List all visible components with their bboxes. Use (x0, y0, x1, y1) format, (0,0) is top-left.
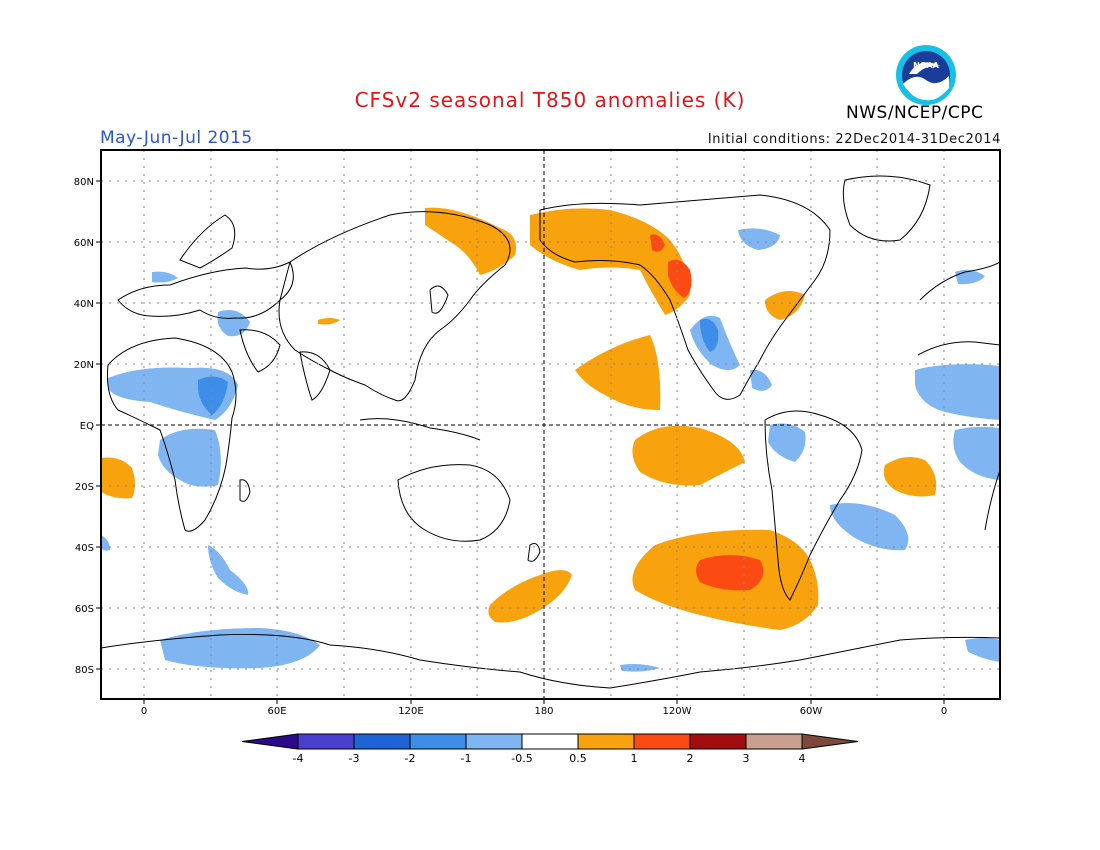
graticule (101, 150, 1000, 699)
cold-region-caribbean (750, 369, 772, 391)
lon-label: 60W (800, 706, 823, 717)
lat-label: 20S (75, 482, 94, 493)
coastline-africa-wrap (917, 341, 1000, 531)
colorbar-label: -4 (293, 752, 304, 765)
lat-label: 60S (75, 604, 94, 615)
warm-region-east-atlantic (101, 457, 135, 499)
colorbar-cell (409, 733, 467, 750)
coastline-greenland (842, 175, 931, 242)
chart-title: CFSv2 seasonal T850 anomalies (K) (354, 88, 746, 112)
cold-region-central-africa (158, 428, 221, 487)
cold-region-amazon (768, 423, 806, 462)
coastline-antarctica (101, 633, 1000, 689)
lon-label: 180 (534, 706, 553, 717)
moderate-cold-east-africa (198, 376, 228, 415)
lat-label: 40N (74, 299, 94, 310)
cold-region-caspian (152, 271, 178, 283)
colorbar-label: -2 (405, 752, 416, 765)
cold-region-south-atlantic-west (830, 502, 909, 551)
lon-label: 120E (398, 706, 423, 717)
colorbar-arrow-high (801, 733, 859, 750)
colorbar-cell (465, 733, 523, 750)
coastline-south-america (764, 410, 863, 601)
coastline-arabia (239, 329, 281, 373)
coastline-australia (397, 464, 511, 542)
colorbar-cell (521, 733, 579, 750)
lon-label: 0 (941, 706, 947, 717)
warm-anomaly-regions (101, 207, 937, 630)
moderate-cold-mexico (700, 318, 719, 352)
cold-region-west-edge (101, 535, 110, 551)
lat-label: 60N (74, 238, 94, 249)
latitude-axis: 80N 60N 40N 20N EQ 20S 40S 60S 80S (74, 177, 101, 676)
warm-region-central-pacific-north (575, 335, 661, 410)
strong-warm-nw-america (668, 259, 692, 298)
cold-region-west-africa-wrap (953, 426, 1000, 480)
colorbar-label: 3 (743, 752, 750, 765)
colorbar-label: -1 (461, 752, 472, 765)
strong-warm-anomaly-regions (650, 234, 764, 591)
strong-warm-south-pacific (696, 555, 764, 591)
colorbar-cell (353, 733, 411, 750)
cold-region-antarctica-east (160, 628, 320, 669)
cold-region-indian-ocean (208, 545, 249, 595)
warm-region-tasman (488, 570, 572, 623)
lon-label: 120W (663, 706, 692, 717)
colorbar-label: 0.5 (569, 752, 587, 765)
noaa-logo-icon: NOAA (895, 44, 957, 106)
lat-label: EQ (80, 421, 94, 432)
longitude-axis: 0 60E 120E 180 120W 60W 0 (141, 699, 947, 717)
warm-region-north-pacific (425, 207, 516, 275)
cold-region-canada-east (738, 228, 780, 250)
lat-label: 80S (75, 665, 94, 676)
initial-conditions-label: Initial conditions: 22Dec2014-31Dec2014 (707, 132, 1001, 147)
coastlines (101, 175, 1000, 689)
colorbar-label: 4 (799, 752, 806, 765)
colorbar-cell (689, 733, 747, 750)
coastline-madagascar (239, 479, 251, 502)
colorbar-label: 2 (687, 752, 694, 765)
colorbar-cell (745, 733, 803, 750)
coastline-india (299, 351, 331, 401)
colorbar-arrow-low (241, 733, 299, 750)
colorbar-label: -3 (349, 752, 360, 765)
colorbar-cell (577, 733, 635, 750)
coastline-asia (278, 211, 511, 402)
lon-label: 60E (267, 706, 286, 717)
warm-region-small-1 (318, 318, 340, 325)
lat-label: 20N (74, 360, 94, 371)
coastline-north-america (539, 194, 831, 400)
colorbar-label: -0.5 (511, 752, 532, 765)
warm-region-south-atlantic (883, 456, 937, 497)
moderate-cold-anomaly-regions (198, 318, 719, 415)
colorbar-label: 1 (631, 752, 638, 765)
lon-label: 0 (141, 706, 147, 717)
coastline-africa (107, 337, 237, 532)
coastline-japan (429, 285, 449, 314)
map-content (101, 150, 1000, 699)
cold-region-antarctica-small (620, 664, 660, 672)
coastline-new-zealand (527, 543, 541, 562)
season-label: May-Jun-Jul 2015 (100, 128, 253, 148)
reference-lines (101, 150, 1000, 699)
colorbar-cell (633, 733, 691, 750)
colorbar: -4 -3 -2 -1 -0.5 0.5 1 2 3 4 (241, 733, 859, 765)
warm-region-us-east (765, 291, 805, 320)
strong-warm-alaska (650, 234, 665, 252)
lat-label: 40S (75, 543, 94, 554)
coastline-scandinavia (179, 214, 236, 269)
lat-label: 80N (74, 177, 94, 188)
cold-region-antarctica-wrap (965, 638, 1000, 662)
colorbar-cell (297, 733, 355, 750)
agency-label: NWS/NCEP/CPC (846, 103, 984, 123)
cold-region-tropical-atlantic (915, 364, 1000, 420)
logo-text: NOAA (913, 61, 939, 70)
coastline-europe-wrap (919, 261, 1000, 301)
coastline-indonesia (359, 418, 481, 441)
warm-region-east-pacific-south (632, 425, 745, 486)
